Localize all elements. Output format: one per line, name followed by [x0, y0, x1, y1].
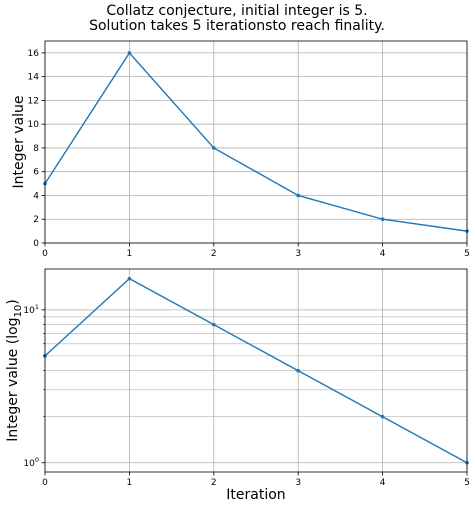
p2-x-tick-label: 1 — [127, 478, 133, 488]
p2-data-point — [127, 276, 132, 281]
linear-plot-y-axis-label: Integer value — [11, 95, 27, 188]
p1-y-tick-label: 0 — [33, 239, 39, 249]
p2-x-tick-label: 4 — [380, 478, 386, 488]
p2-series-line — [44, 277, 468, 464]
p2-x-tick-label: 2 — [211, 478, 217, 488]
p2-x-tick-label: 3 — [295, 478, 301, 488]
p1-y-tick-label: 14 — [28, 73, 40, 83]
p1-data-point — [127, 51, 132, 55]
p2-x-tick-label: 0 — [42, 478, 48, 488]
log-plot-grid — [44, 269, 468, 472]
p1-x-tick-label: 3 — [295, 249, 301, 259]
p1-x-tick-label: 5 — [464, 249, 470, 259]
p1-x-tick-label: 0 — [42, 249, 48, 259]
p1-y-tick-label: 16 — [28, 49, 40, 59]
p1-x-tick-label: 1 — [127, 249, 133, 259]
p1-data-point — [296, 193, 301, 198]
chart-title-line-1: Collatz conjecture, initial integer is 5… — [106, 3, 368, 19]
p1-x-tick-label: 2 — [211, 249, 217, 259]
p1-y-tick-label: 8 — [33, 144, 39, 154]
log-plot-series — [43, 276, 469, 465]
log-plot-panel: 0 1 2 3 4 5 100 101 Integer value (log10) Itera… — [5, 268, 470, 503]
p1-y-tick-label: 2 — [33, 215, 39, 225]
chart-title-line-2: Solution takes 5 iterationsto reach fina… — [89, 18, 385, 34]
p1-y-tick-label: 6 — [33, 168, 39, 178]
p2-data-point — [296, 368, 301, 373]
log-plot-x-axis-label: Iteration — [226, 487, 285, 503]
linear-plot-series — [43, 51, 469, 233]
p1-series-line — [44, 51, 468, 232]
p2-data-point — [212, 322, 216, 327]
p1-y-tick-label: 4 — [33, 191, 39, 201]
p1-data-point — [380, 217, 385, 222]
linear-plot-grid — [44, 41, 468, 244]
p2-y-tick-label: 101 — [23, 303, 39, 316]
p1-x-tick-label: 4 — [380, 249, 386, 259]
p2-y-tick-label: 100 — [23, 456, 39, 469]
p1-y-tick-label: 10 — [28, 120, 40, 130]
log-plot-ticks: 0 1 2 3 4 5 100 101 — [23, 303, 469, 488]
p1-y-tick-label: 12 — [28, 96, 39, 106]
p2-data-point — [380, 414, 385, 419]
p2-x-tick-label: 5 — [464, 478, 470, 488]
log-plot-y-axis-label-main: Integer value (log — [5, 317, 21, 441]
log-plot-y-axis-label-close: ) — [5, 299, 21, 304]
log-plot-y-axis-label: Integer value (log10) — [5, 299, 24, 442]
linear-plot-frame — [44, 40, 468, 244]
p1-data-point — [212, 146, 216, 150]
log-plot-y-axis-label-subscript: 10 — [13, 305, 24, 318]
